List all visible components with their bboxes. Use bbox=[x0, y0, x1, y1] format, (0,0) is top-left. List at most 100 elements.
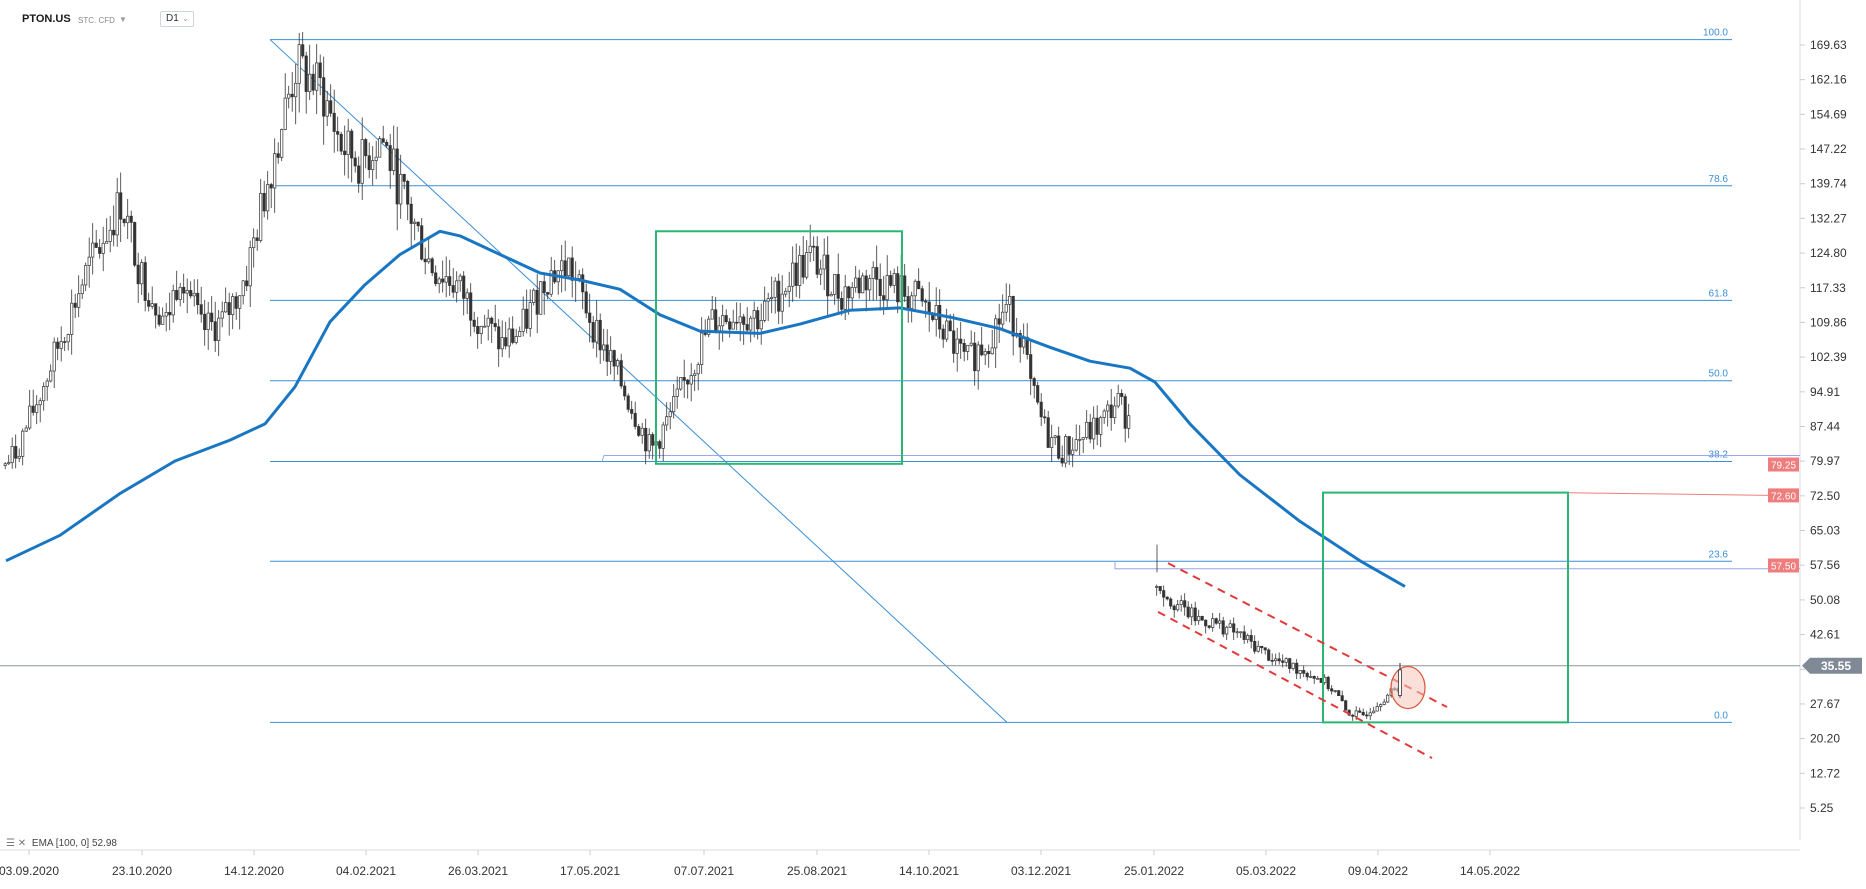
candle-body bbox=[626, 395, 630, 410]
candle bbox=[525, 289, 529, 334]
candle bbox=[640, 422, 644, 444]
candle-body bbox=[444, 276, 448, 283]
candle-body bbox=[416, 221, 420, 227]
candle bbox=[910, 291, 914, 323]
candle-body bbox=[980, 344, 984, 356]
candle-body bbox=[1337, 690, 1341, 697]
candle-body bbox=[115, 192, 119, 236]
price-tag-label: 79.25 bbox=[1771, 461, 1796, 472]
candle bbox=[714, 296, 718, 334]
candle-body bbox=[1291, 662, 1295, 669]
candle bbox=[647, 428, 651, 459]
candle-body bbox=[1102, 410, 1106, 418]
candle bbox=[1169, 597, 1173, 610]
candle bbox=[441, 260, 445, 293]
candle-body bbox=[84, 265, 88, 286]
indicator-legend[interactable]: ☰ ✕ EMA [100, 0] 52.98 bbox=[6, 838, 117, 849]
candle bbox=[1176, 599, 1180, 612]
candle-body bbox=[1309, 676, 1313, 678]
candle-body bbox=[1060, 457, 1064, 464]
candle-body bbox=[1354, 710, 1358, 717]
candle bbox=[1197, 609, 1201, 625]
candle bbox=[770, 276, 774, 314]
candle-body bbox=[752, 310, 756, 319]
candle-body bbox=[738, 316, 742, 324]
candle bbox=[808, 224, 812, 262]
date-tick-label: 17.05.2021 bbox=[560, 864, 620, 878]
candle-body bbox=[882, 295, 886, 301]
candle bbox=[591, 315, 595, 349]
candle-body bbox=[472, 319, 476, 327]
candle-body bbox=[619, 360, 623, 387]
candle bbox=[745, 307, 749, 332]
candle bbox=[878, 263, 882, 311]
price-tick-label: 27.67 bbox=[1810, 697, 1840, 711]
candle-body bbox=[507, 328, 511, 347]
candle-body bbox=[906, 296, 910, 309]
indicator-settings-icon[interactable]: ☰ ✕ bbox=[6, 838, 27, 849]
candle-body bbox=[105, 241, 109, 244]
candle-body bbox=[675, 388, 679, 397]
candle-body bbox=[1330, 688, 1334, 692]
candle bbox=[1183, 593, 1187, 616]
candle bbox=[10, 437, 14, 469]
symbol-dropdown-icon[interactable]: ▼ bbox=[119, 15, 127, 24]
candle-body bbox=[528, 302, 532, 329]
candle-body bbox=[1078, 438, 1082, 441]
candle-body bbox=[38, 400, 42, 406]
candle-body bbox=[98, 247, 102, 254]
price-tick-label: 42.61 bbox=[1810, 628, 1840, 642]
candle-body bbox=[1095, 417, 1099, 435]
candle-body bbox=[549, 270, 553, 295]
candle-body bbox=[112, 229, 116, 236]
candle-body bbox=[164, 312, 168, 317]
price-tick-label: 169.63 bbox=[1810, 38, 1847, 52]
candle bbox=[458, 273, 462, 292]
candle-body bbox=[353, 157, 357, 167]
candle bbox=[595, 300, 599, 358]
date-tick-label: 05.03.2022 bbox=[1236, 864, 1296, 878]
candle bbox=[556, 270, 560, 295]
candle bbox=[297, 32, 301, 113]
candle-body bbox=[224, 302, 228, 313]
candle bbox=[287, 85, 291, 109]
candle bbox=[269, 182, 273, 209]
candle bbox=[1120, 389, 1124, 405]
candle bbox=[164, 303, 168, 332]
candle-body bbox=[640, 427, 644, 436]
price-tick-label: 65.03 bbox=[1810, 524, 1840, 538]
timeframe-select[interactable]: D1 ⌄ bbox=[160, 11, 194, 27]
candle bbox=[224, 287, 228, 313]
candle-body bbox=[997, 318, 1001, 325]
candle-body bbox=[455, 280, 459, 293]
candle bbox=[570, 246, 574, 298]
price-tick-label: 117.33 bbox=[1810, 281, 1846, 295]
candle-body bbox=[749, 317, 753, 331]
candle-body bbox=[87, 256, 91, 266]
candle bbox=[266, 171, 270, 220]
candle-body bbox=[1190, 607, 1194, 618]
candle bbox=[630, 400, 634, 420]
candle-body bbox=[413, 221, 417, 224]
candle bbox=[1333, 689, 1337, 694]
candle bbox=[689, 363, 693, 402]
candle bbox=[749, 315, 753, 343]
candle bbox=[1204, 619, 1208, 634]
candle bbox=[119, 172, 123, 243]
candle-body bbox=[451, 285, 455, 293]
candle bbox=[38, 397, 42, 423]
candle bbox=[1088, 413, 1092, 444]
candle-body bbox=[815, 246, 819, 275]
current-price-label: 35.55 bbox=[1821, 659, 1851, 673]
candle bbox=[42, 382, 46, 411]
candle bbox=[294, 63, 298, 125]
candle-body bbox=[1375, 706, 1379, 712]
candle bbox=[612, 349, 616, 381]
candle bbox=[581, 268, 585, 310]
candle bbox=[1043, 409, 1047, 424]
candle-body bbox=[66, 334, 70, 343]
candle bbox=[45, 378, 49, 401]
candle-body bbox=[486, 317, 490, 327]
candle bbox=[682, 359, 686, 398]
